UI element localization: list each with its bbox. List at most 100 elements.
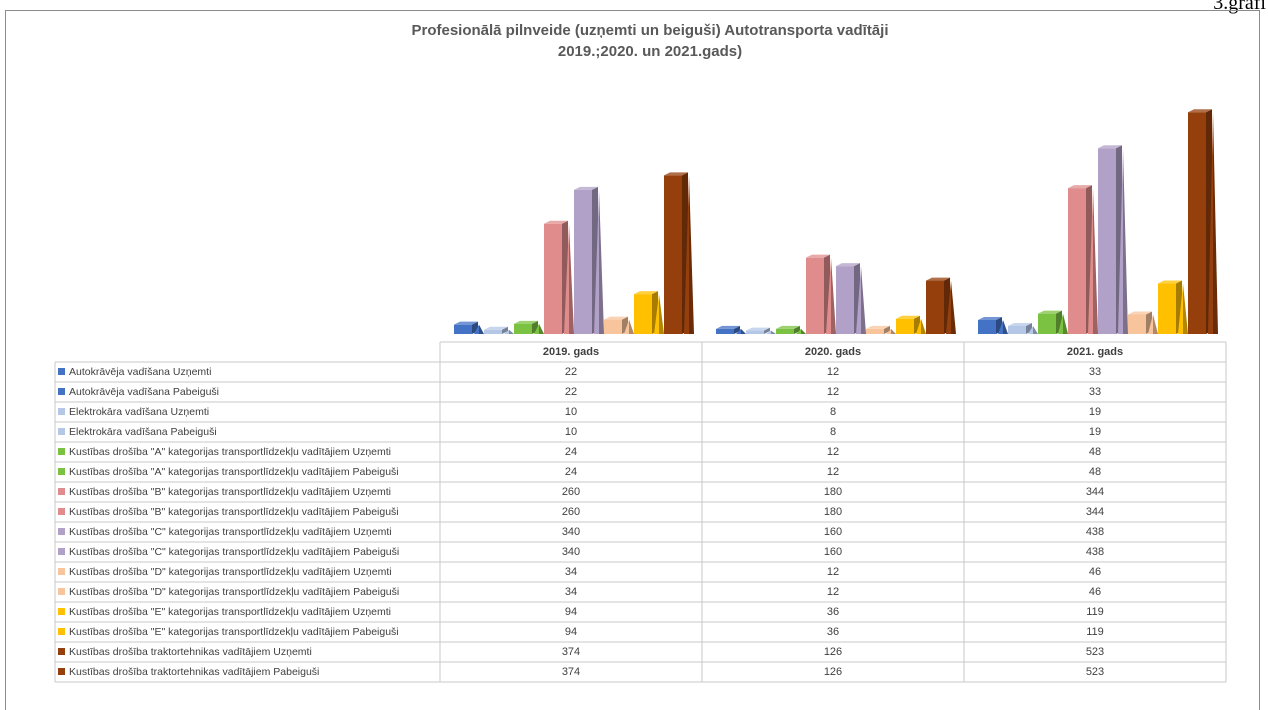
bar-box-14-1 — [926, 277, 950, 334]
chart-frame — [5, 10, 1260, 710]
bar-cone-9-0 — [594, 189, 604, 334]
category-label: 2021. gads — [1066, 346, 1124, 358]
bar-box-12-0 — [634, 291, 658, 334]
legend-swatch — [58, 648, 65, 655]
series-name: Kustības drošība "E" kategorijas transpo… — [69, 606, 392, 618]
bar-cone-1-2 — [998, 320, 1008, 334]
series-legend-entry: Kustības drošība "E" kategorijas transpo… — [58, 602, 438, 622]
bar-cone-13-1 — [916, 318, 926, 334]
data-value: 523 — [1085, 646, 1105, 658]
series-legend-entry: Kustības drošība "E" kategorijas transpo… — [58, 622, 438, 642]
series-name: Kustības drošība "D" kategorijas transpo… — [69, 566, 392, 578]
data-value: 36 — [826, 606, 840, 618]
data-value: 8 — [829, 406, 837, 418]
series-legend-entry: Kustības drošība "C" kategorijas transpo… — [58, 542, 438, 562]
bar-cone-9-1 — [856, 266, 866, 334]
data-value: 438 — [1085, 546, 1105, 558]
bar-cone-11-1 — [886, 328, 896, 334]
series-name: Kustības drošība "B" kategorijas transpo… — [69, 506, 399, 518]
data-value: 119 — [1086, 606, 1104, 618]
series-name: Elektrokāra vadīšana Pabeiguši — [69, 426, 217, 438]
series-name: Kustības drošība traktortehnikas vadītāj… — [69, 666, 320, 678]
series-name: Elektrokāra vadīšana Uzņemti — [69, 406, 210, 418]
bar-box-10-0 — [604, 316, 628, 334]
category-label: 2020. gads — [804, 346, 862, 358]
data-value: 12 — [826, 446, 840, 458]
bar-cone-15-2 — [1208, 112, 1218, 334]
series-legend-entry: Kustības drošība "D" kategorijas transpo… — [58, 562, 438, 582]
bar-cone-3-0 — [504, 329, 514, 334]
series-legend-entry: Elektrokāra vadīšana Uzņemti — [58, 402, 438, 422]
legend-swatch — [58, 408, 65, 415]
legend-swatch — [58, 448, 65, 455]
series-name: Kustības drošība "D" kategorijas transpo… — [69, 586, 400, 598]
data-value: 94 — [564, 606, 578, 618]
series-name: Kustības drošība traktortehnikas vadītāj… — [69, 646, 312, 658]
data-value: 12 — [826, 566, 840, 578]
data-value: 126 — [823, 666, 843, 678]
bar-box-14-2 — [1188, 109, 1212, 334]
series-legend-entry: Kustības drošība "B" kategorijas transpo… — [58, 502, 438, 522]
bar-box-4-0 — [514, 320, 538, 334]
data-value: 12 — [826, 386, 840, 398]
data-value: 12 — [826, 466, 840, 478]
bar-cone-1-0 — [474, 324, 484, 334]
bar-cone-7-2 — [1088, 188, 1098, 334]
series-name: Kustības drošība "A" kategorijas transpo… — [69, 446, 392, 458]
bar-cone-7-1 — [826, 257, 836, 334]
legend-swatch — [58, 568, 65, 575]
data-value: 33 — [1088, 386, 1102, 398]
data-value: 12 — [826, 366, 840, 378]
series-legend-entry: Kustības drošība "C" kategorijas transpo… — [58, 522, 438, 542]
bar-box-2-1 — [746, 327, 770, 334]
bar-box-12-1 — [896, 315, 920, 334]
data-value: 34 — [564, 566, 578, 578]
data-value: 46 — [1088, 566, 1102, 578]
bar-box-12-2 — [1158, 280, 1182, 334]
chart-title-block: Profesionālā pilnveide (uzņemti un beigu… — [0, 20, 1268, 62]
series-legend-entry: Autokrāvēja vadīšana Pabeiguši — [58, 382, 438, 402]
series-name: Kustības drošība "E" kategorijas transpo… — [69, 626, 399, 638]
bar-cone-13-2 — [1178, 283, 1188, 334]
legend-swatch — [58, 528, 65, 535]
data-value: 119 — [1086, 626, 1104, 638]
data-value: 374 — [561, 646, 581, 658]
legend-swatch — [58, 468, 65, 475]
series-legend-entry: Kustības drošība traktortehnikas vadītāj… — [58, 662, 438, 682]
bar-box-0-0 — [454, 321, 478, 334]
bar-box-10-2 — [1128, 311, 1152, 334]
data-value: 10 — [564, 406, 578, 418]
data-value: 340 — [561, 546, 581, 558]
chart-title: Profesionālā pilnveide (uzņemti un beigu… — [411, 22, 889, 39]
bar-cone-1-1 — [736, 328, 746, 334]
data-value: 260 — [561, 506, 581, 518]
bar-box-6-1 — [806, 254, 830, 334]
bar-cone-15-1 — [946, 280, 956, 334]
data-value: 22 — [564, 366, 578, 378]
bar-box-6-0 — [544, 220, 568, 334]
data-value: 344 — [1085, 486, 1105, 498]
series-legend-entry: Autokrāvēja vadīšana Uzņemti — [58, 362, 438, 382]
legend-swatch — [58, 588, 65, 595]
series-name: Kustības drošība "B" kategorijas transpo… — [69, 486, 392, 498]
bar-cone-9-2 — [1118, 148, 1128, 334]
legend-swatch — [58, 608, 65, 615]
data-value: 24 — [564, 466, 578, 478]
bar-cone-3-2 — [1028, 325, 1038, 334]
legend-swatch — [58, 488, 65, 495]
legend-swatch — [58, 668, 65, 675]
series-legend-entry: Kustības drošība "A" kategorijas transpo… — [58, 462, 438, 482]
bar-box-4-1 — [776, 325, 800, 334]
data-value: 34 — [564, 586, 578, 598]
legend-swatch — [58, 508, 65, 515]
bar-cone-3-1 — [766, 330, 776, 334]
data-value: 126 — [823, 646, 843, 658]
series-name: Autokrāvēja vadīšana Pabeiguši — [69, 386, 220, 398]
series-name: Autokrāvēja vadīšana Uzņemti — [69, 366, 212, 378]
bar-cone-5-2 — [1058, 313, 1068, 334]
data-value: 48 — [1088, 446, 1102, 458]
legend-swatch — [58, 628, 65, 635]
bar-box-0-1 — [716, 325, 740, 334]
data-value: 22 — [564, 386, 578, 398]
